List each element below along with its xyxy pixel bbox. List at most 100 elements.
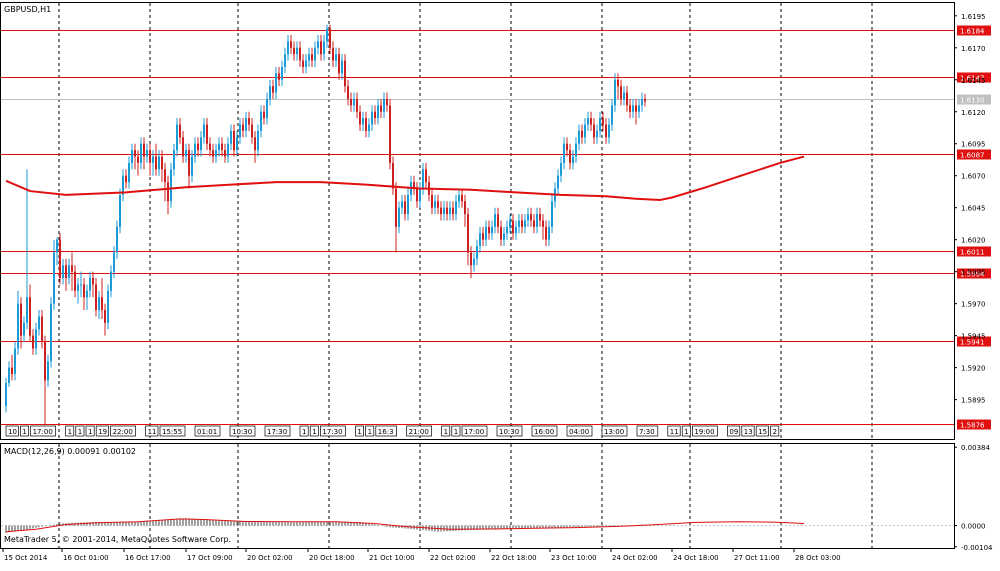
svg-text:11: 11 (670, 428, 679, 436)
level-label-bg-6 (957, 419, 991, 430)
svg-text:11: 11 (148, 428, 157, 436)
svg-text:1: 1 (454, 428, 458, 436)
svg-text:16:3: 16:3 (378, 428, 394, 436)
svg-text:17:00: 17:00 (33, 428, 53, 436)
event-tag-7[interactable]: 22:00 (110, 425, 136, 437)
candle-body-185 (560, 162, 562, 176)
event-tag-13[interactable]: 1 (299, 425, 309, 437)
candle-body-164 (497, 214, 499, 227)
svg-text:19: 19 (98, 428, 107, 436)
candle-body-131 (398, 207, 400, 227)
level-label-bg-0 (957, 25, 991, 36)
candle-body-139 (422, 169, 424, 189)
event-tag-32[interactable]: 13 (741, 425, 755, 437)
candle-body-22 (71, 265, 73, 272)
event-tag-23[interactable]: 10:30 (496, 425, 523, 437)
candle-body-109 (332, 47, 334, 61)
event-tag-31[interactable]: 09 (727, 425, 741, 437)
candle-body-152 (461, 194, 463, 202)
candle-body-30 (95, 284, 97, 311)
event-tag-27[interactable]: 7:30 (636, 425, 659, 437)
candle-body-13 (44, 342, 46, 381)
event-tag-16[interactable]: 1 (355, 425, 364, 437)
event-tag-17[interactable]: 1 (365, 425, 375, 437)
candle-body-83 (254, 137, 256, 151)
event-tag-11[interactable]: 10:30 (229, 425, 256, 437)
candle-body-175 (530, 214, 532, 221)
candle-body-191 (578, 130, 580, 144)
event-tag-29[interactable]: 1 (681, 425, 691, 437)
event-tag-14[interactable]: 1 (309, 425, 319, 437)
event-tag-15[interactable]: 17:30 (320, 425, 346, 437)
candle-body-133 (404, 201, 406, 215)
candle-body-117 (356, 98, 358, 112)
candle-body-190 (575, 143, 577, 157)
event-tag-2[interactable]: 17:00 (30, 425, 56, 437)
candle-body-32 (101, 297, 103, 311)
candle-body-122 (371, 111, 373, 125)
time-tick-label-7: 22 Oct 02:00 (430, 554, 476, 562)
candle-body-57 (176, 124, 178, 151)
event-tag-21[interactable]: 1 (451, 425, 461, 437)
price-tick-label-9: 1.5970 (961, 301, 986, 309)
candlestick-series (5, 24, 646, 426)
current-price-label-bg (957, 94, 991, 105)
candle-body-99 (302, 60, 304, 67)
candle-body-182 (551, 201, 553, 227)
candle-body-192 (581, 130, 583, 138)
candle-body-121 (368, 124, 370, 131)
event-tag-20[interactable]: 1 (441, 425, 451, 437)
event-tag-28[interactable]: 11 (667, 425, 681, 437)
event-tag-26[interactable]: 13:00 (601, 425, 628, 437)
price-tick-label-1: 1.6170 (961, 45, 986, 53)
candle-body-153 (464, 201, 466, 215)
level-label-2: 1.6087 (960, 152, 985, 160)
macd-panel-frame (0, 443, 955, 549)
candle-body-93 (284, 54, 286, 67)
candle-body-171 (518, 220, 520, 227)
event-tag-8[interactable]: 11 (145, 425, 159, 437)
event-tag-10[interactable]: 01:01 (194, 425, 221, 437)
candle-body-138 (419, 188, 421, 202)
candle-body-58 (179, 124, 181, 138)
svg-text:04:00: 04:00 (569, 428, 589, 436)
macd-title: MACD(12,26,9) 0.00091 0.00102 (4, 447, 136, 456)
price-tick-label-12: 1.5895 (961, 397, 986, 405)
event-tag-25[interactable]: 04:00 (566, 425, 593, 437)
event-tag-34[interactable]: 2 (770, 425, 780, 437)
macd-tick-label-1: 0.0000 (961, 523, 986, 531)
candle-body-200 (605, 124, 607, 138)
event-tag-9[interactable]: 15:55 (159, 425, 186, 437)
event-tag-30[interactable]: 19:00 (692, 425, 718, 437)
candle-body-159 (482, 233, 484, 240)
candle-body-150 (455, 201, 457, 215)
event-tag-22[interactable]: 17:00 (461, 425, 488, 437)
candle-body-41 (128, 162, 130, 183)
event-tag-4[interactable]: 1 (75, 425, 85, 437)
event-tag-5[interactable]: 1 (85, 425, 95, 437)
candle-body-76 (233, 130, 235, 151)
event-tag-18[interactable]: 16:3 (375, 425, 397, 437)
svg-text:19:00: 19:00 (694, 428, 714, 436)
event-tag-19[interactable]: 21:00 (406, 425, 432, 437)
svg-text:10:30: 10:30 (232, 428, 252, 436)
candle-body-201 (608, 124, 610, 138)
candle-body-42 (131, 150, 133, 163)
event-tag-6[interactable]: 19 (95, 425, 109, 437)
event-tag-24[interactable]: 16:00 (531, 425, 558, 437)
candle-body-125 (380, 105, 382, 112)
event-tag-0[interactable]: 10 (5, 425, 19, 437)
event-tag-33[interactable]: 15 (755, 425, 769, 437)
candle-body-177 (536, 214, 538, 227)
event-tag-3[interactable]: 1 (65, 425, 75, 437)
svg-text:1: 1 (302, 428, 306, 436)
candle-body-81 (248, 118, 250, 125)
time-tick-label-9: 23 Oct 10:00 (551, 554, 597, 562)
time-tick-label-2: 16 Oct 17:00 (125, 554, 171, 562)
event-tag-1[interactable]: 1 (20, 425, 29, 437)
event-tag-12[interactable]: 17:30 (264, 425, 291, 437)
price-tick-label-10: 1.5945 (961, 333, 986, 341)
svg-text:1: 1 (78, 428, 82, 436)
